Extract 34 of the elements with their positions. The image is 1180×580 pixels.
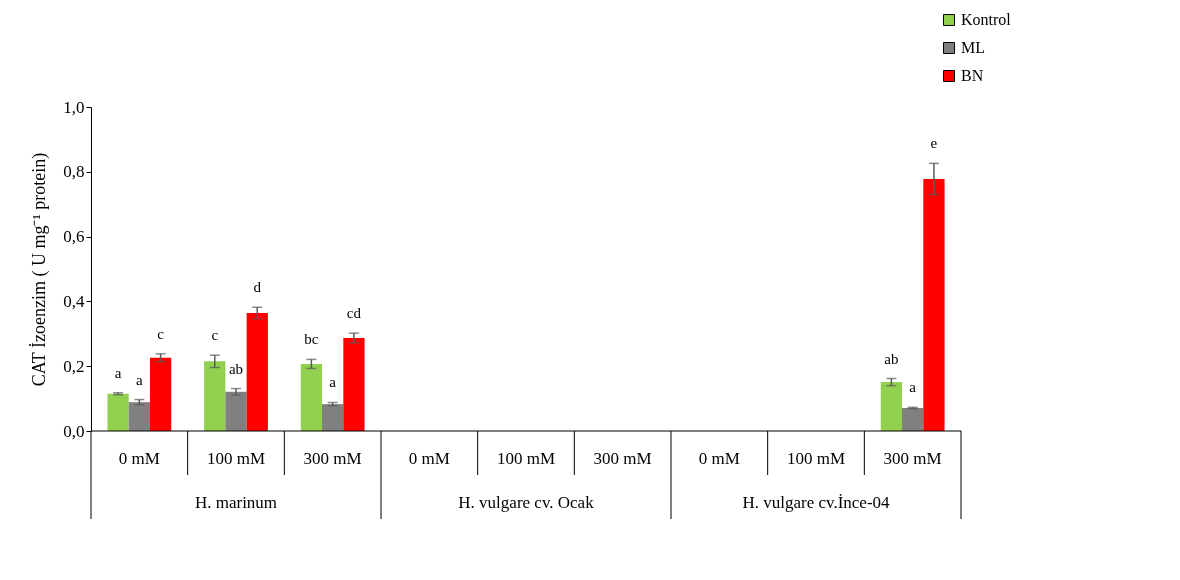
data-label: ab [884, 350, 899, 367]
data-label: ab [228, 360, 244, 377]
x-tick-label: 300 mM [593, 449, 652, 468]
x-tick-label: 0 mM [408, 449, 450, 468]
data-label: cd [346, 305, 362, 322]
legend-label: Kontrol [961, 11, 1012, 28]
x-tick-label: 300 mM [303, 449, 362, 468]
data-label: c [157, 325, 165, 342]
data-label: a [329, 374, 337, 391]
text: H. vulgare cv. Ocak [458, 493, 595, 512]
y-tick-label: 0,6 [63, 227, 85, 247]
text: H. vulgare cv.İnce-04 [742, 493, 891, 512]
data-label: c [211, 327, 219, 344]
y-tick-label: 1,0 [63, 97, 85, 117]
x-tick-label: 100 mM [786, 449, 846, 468]
data-label: a [136, 371, 143, 388]
x-tick-label: 100 mM [496, 449, 556, 468]
data-label: a [114, 364, 122, 381]
text: H. marinum [194, 493, 278, 512]
x-tick-label: 0 mM [698, 449, 740, 468]
y-tick-label: 0,8 [63, 162, 85, 182]
data-label: bc [304, 331, 319, 348]
data-label: e [930, 135, 938, 152]
y-tick-label: 0,0 [63, 421, 85, 441]
y-tick-label: 0,4 [63, 291, 85, 311]
data-label: a [909, 379, 917, 396]
y-tick-label: 0,2 [63, 356, 85, 376]
legend-label: ML [961, 39, 985, 56]
x-tick-label: 300 mM [883, 449, 942, 468]
x-tick-label: 0 mM [118, 449, 160, 468]
data-label: d [253, 279, 262, 296]
y-axis-title: CAT İzoenzim ( U mg⁻¹ protein) [29, 152, 51, 387]
x-tick-label: 100 mM [206, 449, 266, 468]
legend-label: BN [961, 67, 984, 84]
